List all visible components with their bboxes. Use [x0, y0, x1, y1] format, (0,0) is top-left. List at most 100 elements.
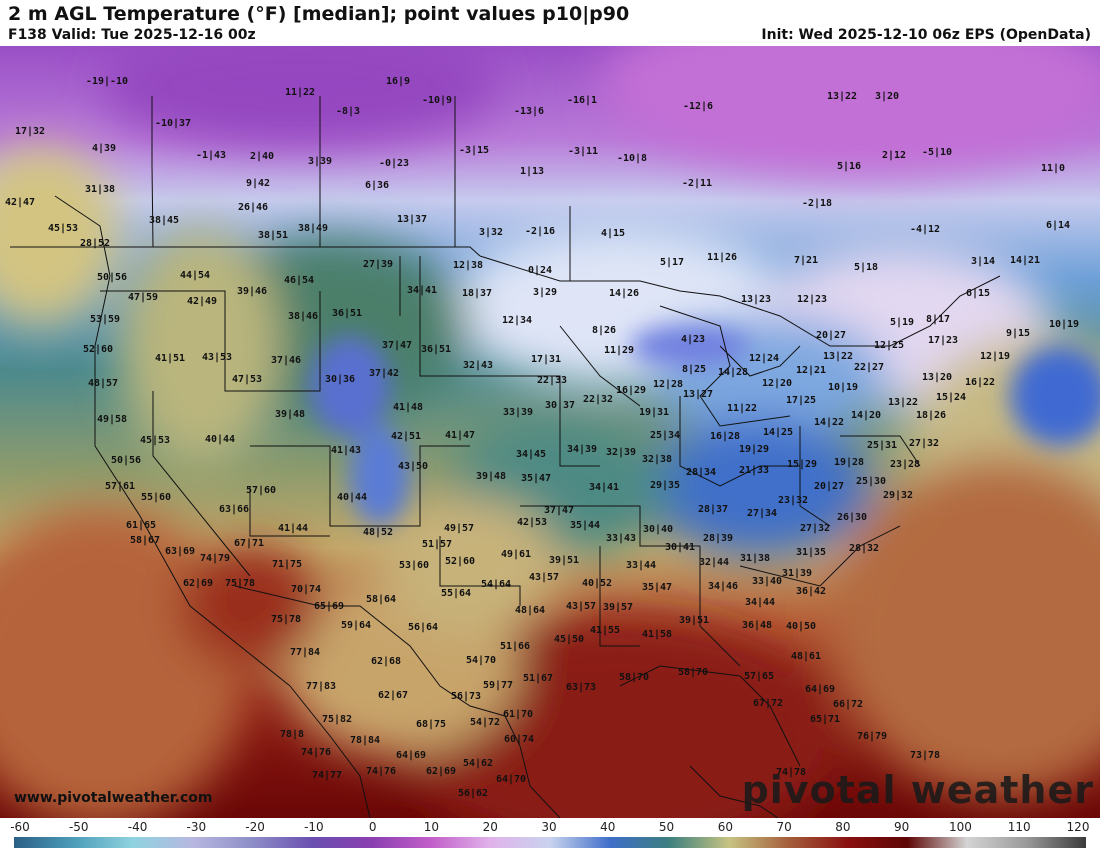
point-value: 43|57	[565, 601, 597, 612]
point-value: 62|69	[182, 578, 214, 589]
point-value: 71|75	[271, 559, 303, 570]
legend-tick: 0	[368, 820, 377, 834]
point-value: 67|71	[233, 538, 265, 549]
map-header: 2 m AGL Temperature (°F) [median]; point…	[0, 0, 1100, 46]
legend-colorbar	[14, 837, 1086, 848]
point-value: 2|40	[249, 151, 275, 162]
point-value: 39|51	[678, 615, 710, 626]
point-value: 11|26	[706, 252, 738, 263]
point-value: 57|60	[245, 485, 277, 496]
point-value: 78|84	[349, 735, 381, 746]
point-value: 45|53	[47, 223, 79, 234]
point-value: 41|47	[444, 430, 476, 441]
point-value: 39|48	[475, 471, 507, 482]
point-value: 9|15	[1005, 328, 1031, 339]
point-value: 57|61	[104, 481, 136, 492]
point-value: 52|60	[444, 556, 476, 567]
point-value: 12|34	[501, 315, 533, 326]
point-value: 22|32	[582, 394, 614, 405]
point-value: 3|20	[874, 91, 900, 102]
point-value: -10|9	[421, 95, 453, 106]
point-value: 48|64	[514, 605, 546, 616]
point-value: 25|30	[855, 476, 887, 487]
point-value: 17|32	[14, 126, 46, 137]
point-value: 50|56	[96, 272, 128, 283]
point-value: 11|0	[1040, 163, 1066, 174]
point-value: 45|50	[553, 634, 585, 645]
point-value: -5|10	[921, 147, 953, 158]
legend-tick: 90	[894, 820, 910, 834]
point-value: 42|51	[390, 431, 422, 442]
point-value: 16|29	[615, 385, 647, 396]
point-value: 38|45	[148, 215, 180, 226]
point-value: 27|39	[362, 259, 394, 270]
point-value: 5|17	[659, 257, 685, 268]
point-value: 74|78	[775, 767, 807, 778]
point-value: 30|40	[642, 524, 674, 535]
legend-tick: 100	[948, 820, 972, 834]
point-value: 42|49	[186, 296, 218, 307]
legend-tick: 70	[776, 820, 792, 834]
point-value: 27|32	[799, 523, 831, 534]
point-value: 30|36	[324, 374, 356, 385]
legend-tick: 20	[482, 820, 498, 834]
point-value: 14|25	[762, 427, 794, 438]
point-value: 4|15	[600, 228, 626, 239]
point-value: -2|18	[801, 198, 833, 209]
point-value: 28|32	[848, 543, 880, 554]
point-value: 27|34	[746, 508, 778, 519]
point-value: 15|24	[935, 392, 967, 403]
point-value: 7|21	[793, 255, 819, 266]
point-value: 32|39	[605, 447, 637, 458]
point-value: 48|57	[87, 378, 119, 389]
point-value: 5|16	[836, 161, 862, 172]
point-value: 53|60	[398, 560, 430, 571]
point-value: 32|38	[641, 454, 673, 465]
point-value: 12|28	[652, 379, 684, 390]
point-value: 28|37	[697, 504, 729, 515]
point-value: 32|43	[462, 360, 494, 371]
point-value: 20|27	[815, 330, 847, 341]
point-value: 64|69	[804, 684, 836, 695]
legend-tick: -20	[245, 820, 265, 834]
point-value: 16|28	[709, 431, 741, 442]
point-value: 77|84	[289, 647, 321, 658]
point-value: 6|15	[965, 288, 991, 299]
point-value: 51|66	[499, 641, 531, 652]
point-value: -4|12	[909, 224, 941, 235]
legend-tick: -40	[127, 820, 148, 834]
point-value: 12|24	[748, 353, 780, 364]
point-value: 58|67	[129, 535, 161, 546]
point-value: 53|59	[89, 314, 121, 325]
point-value: 67|72	[752, 698, 784, 709]
point-value: 40|50	[785, 621, 817, 632]
point-value: 33|39	[502, 407, 534, 418]
point-value: 14|26	[608, 288, 640, 299]
point-value: 61|65	[125, 520, 157, 531]
point-value: -16|1	[566, 95, 598, 106]
point-value: 43|53	[201, 352, 233, 363]
temperature-field	[0, 46, 1100, 818]
legend-tick: -10	[304, 820, 324, 834]
point-value: -19|-10	[85, 76, 129, 87]
point-value: 48|52	[362, 527, 394, 538]
point-value: 37|46	[270, 355, 302, 366]
point-value: 12|19	[979, 351, 1011, 362]
point-value: 76|79	[856, 731, 888, 742]
legend-tick: -50	[68, 820, 89, 834]
point-value: 30|37	[544, 400, 576, 411]
point-value: 32|44	[698, 557, 730, 568]
point-value: 13|27	[682, 389, 714, 400]
point-value: 10|19	[1048, 319, 1080, 330]
point-value: 3|29	[532, 287, 558, 298]
point-value: 13|37	[396, 214, 428, 225]
point-value: 54|62	[462, 758, 494, 769]
point-value: 39|48	[274, 409, 306, 420]
point-value: 28|39	[702, 533, 734, 544]
point-value: 33|43	[605, 533, 637, 544]
point-value: 74|79	[199, 553, 231, 564]
point-value: 3|39	[307, 156, 333, 167]
point-value: 34|44	[744, 597, 776, 608]
point-value: 28|52	[79, 238, 111, 249]
legend-tick: 120	[1066, 820, 1090, 834]
